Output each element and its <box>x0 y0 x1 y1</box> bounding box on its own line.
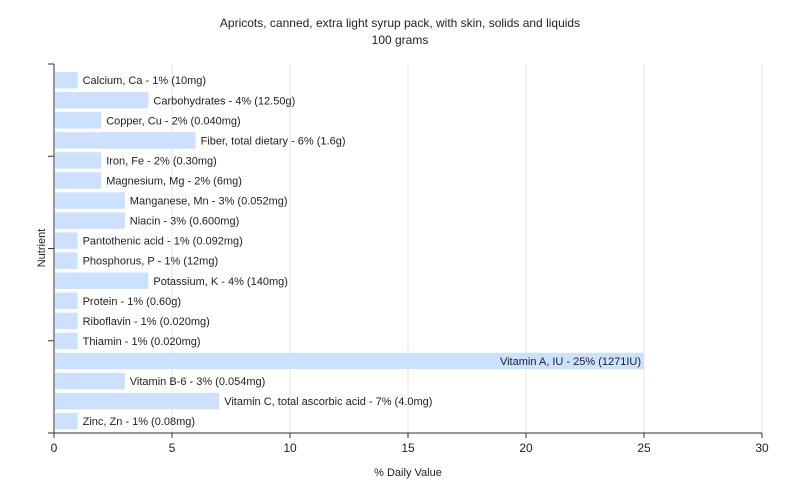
bar <box>55 232 78 249</box>
x-axis-label: % Daily Value <box>374 467 442 479</box>
bar <box>55 412 78 430</box>
x-tick-label: 20 <box>519 441 533 455</box>
x-tick-label: 5 <box>169 441 176 455</box>
bar <box>55 332 78 350</box>
bar <box>55 172 102 189</box>
bar <box>55 352 644 370</box>
bar-data-label: Potassium, K - 4% (140mg) <box>153 276 288 288</box>
bar-data-label: Pantothenic acid - 1% (0.092mg) <box>83 236 243 248</box>
bar-data-label: Manganese, Mn - 3% (0.052mg) <box>130 196 288 208</box>
bar <box>55 292 78 310</box>
bar <box>55 72 78 89</box>
x-tick-label: 25 <box>637 441 651 455</box>
bar-data-label: Thiamin - 1% (0.020mg) <box>83 336 201 348</box>
bar <box>55 372 125 390</box>
bar-data-label: Vitamin A, IU - 25% (1271IU) <box>500 356 641 368</box>
bar-data-label: Calcium, Ca - 1% (10mg) <box>83 75 206 87</box>
bar-data-label: Vitamin B-6 - 3% (0.054mg) <box>130 376 266 388</box>
bar <box>55 112 102 129</box>
x-tick-labels: 0 5 10 15 20 25 30 <box>51 441 769 455</box>
chart-subtitle: 100 grams <box>372 33 429 47</box>
bar-data-label: Fiber, total dietary - 6% (1.6g) <box>201 135 346 147</box>
x-tick-label: 0 <box>51 441 58 455</box>
bar <box>55 392 220 410</box>
bar-data-label: Phosphorus, P - 1% (12mg) <box>83 256 219 268</box>
y-axis-label: Nutrient <box>36 229 48 268</box>
bar <box>55 252 78 269</box>
bar-data-label: Zinc, Zn - 1% (0.08mg) <box>83 416 195 428</box>
bar-data-label: Riboflavin - 1% (0.020mg) <box>83 316 210 328</box>
bar-data-label: Iron, Fe - 2% (0.30mg) <box>106 155 217 167</box>
bar <box>55 152 102 169</box>
x-tick-label: 30 <box>755 441 769 455</box>
bars <box>55 72 644 430</box>
bar <box>55 192 125 209</box>
bar-data-label: Magnesium, Mg - 2% (6mg) <box>106 176 242 188</box>
bar-data-label: Vitamin C, total ascorbic acid - 7% (4.0… <box>224 396 432 408</box>
chart-title: Apricots, canned, extra light syrup pack… <box>220 16 580 30</box>
x-tick-label: 10 <box>283 441 297 455</box>
bar-data-label: Niacin - 3% (0.600mg) <box>130 216 239 228</box>
gridlines <box>171 64 763 433</box>
bar <box>55 272 149 290</box>
bar <box>55 132 196 149</box>
bar-labels: Calcium, Ca - 1% (10mg) Carbohydrates - 4… <box>83 75 641 428</box>
bar-data-label: Copper, Cu - 2% (0.040mg) <box>106 115 241 127</box>
bar-data-label: Protein - 1% (0.60g) <box>83 296 181 308</box>
x-tick-label: 15 <box>401 441 415 455</box>
axes <box>48 63 763 438</box>
bar-data-label: Carbohydrates - 4% (12.50g) <box>153 95 295 107</box>
bar <box>55 92 149 109</box>
bar <box>55 312 78 330</box>
bar <box>55 212 125 229</box>
